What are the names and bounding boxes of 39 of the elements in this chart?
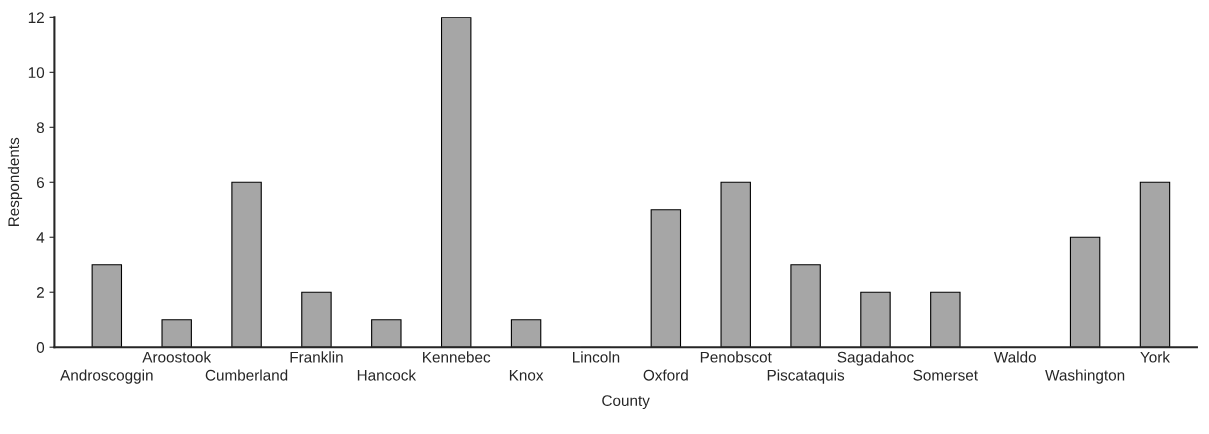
bar bbox=[1069, 236, 1101, 348]
x-tick-label: Waldo bbox=[993, 351, 1036, 363]
x-tick-label: Knox bbox=[509, 369, 544, 381]
x-tick-label: Somerset bbox=[913, 369, 978, 381]
bar bbox=[91, 264, 123, 348]
x-tick-label: Hancock bbox=[357, 369, 417, 381]
x-tick-label: Androscoggin bbox=[60, 369, 153, 384]
bar bbox=[301, 291, 332, 348]
y-tick-label: 10 bbox=[28, 67, 45, 79]
y-tick-label: 6 bbox=[36, 177, 45, 188]
y-tick-label: 4 bbox=[36, 232, 45, 243]
bar bbox=[790, 264, 821, 348]
x-tick-label: York bbox=[1140, 351, 1171, 363]
x-tick-label: Sagadahoc bbox=[837, 351, 914, 366]
bar bbox=[1139, 181, 1171, 348]
x-tick-label: Cumberland bbox=[205, 369, 288, 381]
y-tick-label: 8 bbox=[36, 122, 45, 133]
y-axis-title: Respondents bbox=[7, 137, 23, 227]
x-tick-label: Oxford bbox=[643, 369, 688, 381]
x-tick-label: Franklin bbox=[290, 351, 343, 363]
bar bbox=[231, 181, 262, 348]
y-tick-label: 2 bbox=[36, 287, 44, 298]
bar bbox=[720, 181, 751, 348]
y-tick-label: 12 bbox=[28, 12, 44, 23]
x-tick-label: Aroostook bbox=[142, 351, 212, 363]
x-tick-label: Kennebec bbox=[423, 351, 491, 363]
bar bbox=[161, 319, 192, 348]
x-tick-label: Lincoln bbox=[573, 351, 620, 363]
y-tick-label: 0 bbox=[36, 342, 45, 353]
bar bbox=[860, 291, 891, 348]
x-axis-title: County bbox=[602, 395, 650, 410]
x-tick-label: Washington bbox=[1045, 369, 1125, 384]
x-tick-label: Penobscot bbox=[700, 351, 772, 363]
bar bbox=[510, 319, 542, 348]
x-tick-label: Piscataquis bbox=[767, 369, 845, 384]
bar bbox=[930, 291, 961, 348]
bar bbox=[371, 319, 402, 348]
bar bbox=[440, 17, 472, 348]
bar bbox=[650, 209, 682, 348]
